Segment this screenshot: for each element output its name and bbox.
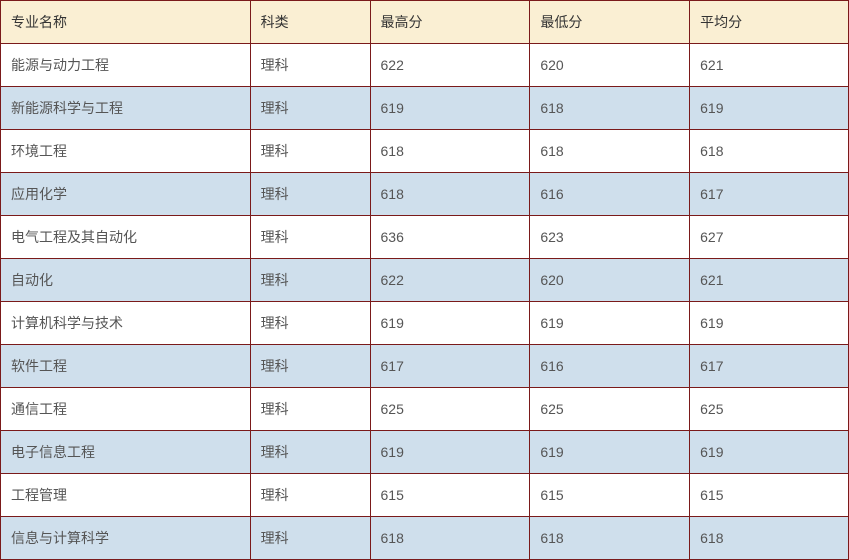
cell-high: 636 — [370, 216, 530, 259]
table-row: 通信工程 理科 625 625 625 — [1, 388, 849, 431]
cell-low: 618 — [530, 87, 690, 130]
cell-subject: 理科 — [250, 216, 370, 259]
table-row: 环境工程 理科 618 618 618 — [1, 130, 849, 173]
col-header-avg: 平均分 — [690, 1, 849, 44]
col-header-major: 专业名称 — [1, 1, 251, 44]
cell-avg: 617 — [690, 345, 849, 388]
cell-subject: 理科 — [250, 517, 370, 560]
cell-avg: 619 — [690, 87, 849, 130]
cell-high: 618 — [370, 130, 530, 173]
cell-subject: 理科 — [250, 173, 370, 216]
cell-low: 619 — [530, 302, 690, 345]
cell-major: 信息与计算科学 — [1, 517, 251, 560]
cell-subject: 理科 — [250, 345, 370, 388]
cell-subject: 理科 — [250, 431, 370, 474]
cell-subject: 理科 — [250, 259, 370, 302]
cell-high: 625 — [370, 388, 530, 431]
table-row: 电气工程及其自动化 理科 636 623 627 — [1, 216, 849, 259]
cell-low: 620 — [530, 259, 690, 302]
cell-avg: 617 — [690, 173, 849, 216]
cell-high: 615 — [370, 474, 530, 517]
col-header-high: 最高分 — [370, 1, 530, 44]
cell-major: 计算机科学与技术 — [1, 302, 251, 345]
cell-low: 625 — [530, 388, 690, 431]
cell-avg: 621 — [690, 44, 849, 87]
cell-high: 619 — [370, 431, 530, 474]
table-row: 能源与动力工程 理科 622 620 621 — [1, 44, 849, 87]
cell-high: 622 — [370, 259, 530, 302]
cell-major: 工程管理 — [1, 474, 251, 517]
cell-major: 软件工程 — [1, 345, 251, 388]
cell-avg: 615 — [690, 474, 849, 517]
table-row: 自动化 理科 622 620 621 — [1, 259, 849, 302]
cell-major: 能源与动力工程 — [1, 44, 251, 87]
table-body: 能源与动力工程 理科 622 620 621 新能源科学与工程 理科 619 6… — [1, 44, 849, 560]
cell-subject: 理科 — [250, 44, 370, 87]
cell-major: 环境工程 — [1, 130, 251, 173]
table-row: 软件工程 理科 617 616 617 — [1, 345, 849, 388]
cell-high: 618 — [370, 517, 530, 560]
cell-avg: 621 — [690, 259, 849, 302]
cell-subject: 理科 — [250, 87, 370, 130]
cell-subject: 理科 — [250, 302, 370, 345]
table-row: 电子信息工程 理科 619 619 619 — [1, 431, 849, 474]
cell-major: 应用化学 — [1, 173, 251, 216]
scores-table: 专业名称 科类 最高分 最低分 平均分 能源与动力工程 理科 622 620 6… — [0, 0, 849, 560]
cell-major: 自动化 — [1, 259, 251, 302]
cell-low: 615 — [530, 474, 690, 517]
cell-high: 619 — [370, 302, 530, 345]
table-row: 信息与计算科学 理科 618 618 618 — [1, 517, 849, 560]
table-row: 工程管理 理科 615 615 615 — [1, 474, 849, 517]
cell-avg: 625 — [690, 388, 849, 431]
cell-high: 617 — [370, 345, 530, 388]
cell-low: 618 — [530, 130, 690, 173]
cell-low: 616 — [530, 173, 690, 216]
table-row: 计算机科学与技术 理科 619 619 619 — [1, 302, 849, 345]
cell-low: 620 — [530, 44, 690, 87]
cell-high: 618 — [370, 173, 530, 216]
col-header-subject: 科类 — [250, 1, 370, 44]
cell-high: 619 — [370, 87, 530, 130]
cell-subject: 理科 — [250, 474, 370, 517]
cell-subject: 理科 — [250, 388, 370, 431]
cell-avg: 619 — [690, 302, 849, 345]
cell-avg: 618 — [690, 517, 849, 560]
col-header-low: 最低分 — [530, 1, 690, 44]
cell-low: 623 — [530, 216, 690, 259]
cell-low: 619 — [530, 431, 690, 474]
cell-avg: 618 — [690, 130, 849, 173]
cell-major: 电子信息工程 — [1, 431, 251, 474]
table-row: 新能源科学与工程 理科 619 618 619 — [1, 87, 849, 130]
cell-avg: 619 — [690, 431, 849, 474]
table-header: 专业名称 科类 最高分 最低分 平均分 — [1, 1, 849, 44]
cell-high: 622 — [370, 44, 530, 87]
cell-low: 616 — [530, 345, 690, 388]
table-row: 应用化学 理科 618 616 617 — [1, 173, 849, 216]
cell-major: 通信工程 — [1, 388, 251, 431]
cell-avg: 627 — [690, 216, 849, 259]
cell-low: 618 — [530, 517, 690, 560]
cell-subject: 理科 — [250, 130, 370, 173]
cell-major: 电气工程及其自动化 — [1, 216, 251, 259]
table-header-row: 专业名称 科类 最高分 最低分 平均分 — [1, 1, 849, 44]
cell-major: 新能源科学与工程 — [1, 87, 251, 130]
